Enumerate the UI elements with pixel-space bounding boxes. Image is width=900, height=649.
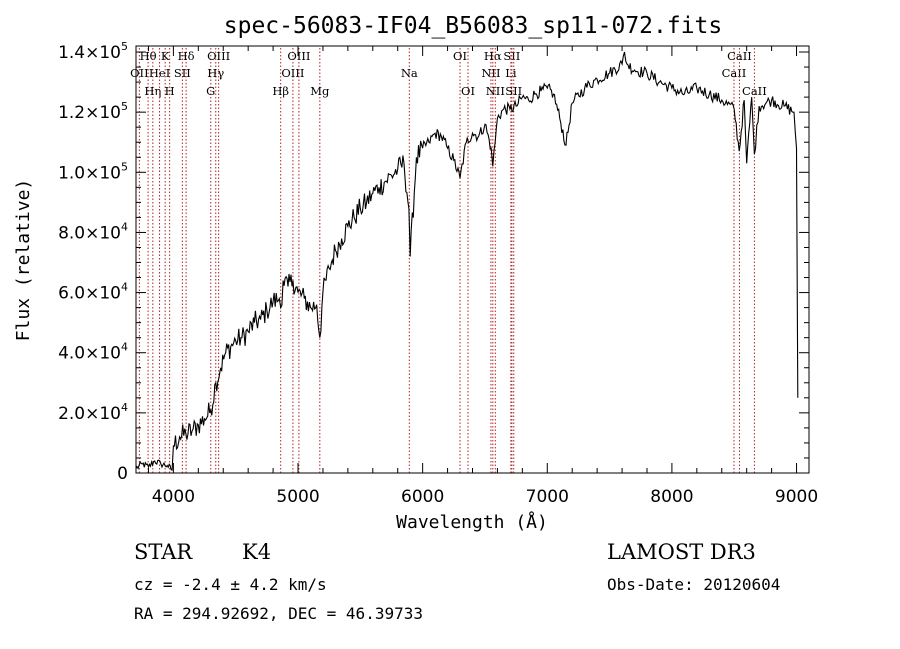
chart-title: spec-56083-IF04_B56083_sp11-072.fits [224,13,723,39]
line-label: OI [453,49,467,63]
y-tick-label: 0 [117,464,128,484]
y-axis: 02.0×1044.0×1046.0×1048.0×1041.0×1051.2×… [58,40,809,484]
x-axis-label: Wavelength (Å) [396,511,548,533]
line-label: NII [486,84,505,98]
y-tick-mantissa: 2.0×10 [58,404,121,424]
object-class: STAR [134,540,193,564]
sky-coordinates: RA = 294.92692, DEC = 46.39733 [134,604,423,623]
line-label: SII [503,49,520,63]
y-tick-label: 4.0×104 [58,341,128,364]
spectrum-line [135,51,799,471]
line-label: Hη [144,84,161,98]
y-tick-label: 8.0×104 [58,220,128,243]
y-tick-label: 1.2×105 [58,100,128,123]
line-label: SII [174,66,191,80]
x-tick-label: 4000 [152,487,195,507]
x-tick-label: 7000 [526,487,569,507]
line-label: CaII [722,66,747,80]
y-tick-mantissa: 1.4×10 [58,43,121,63]
x-tick-label: 5000 [276,487,319,507]
line-label: HeI [149,66,170,80]
y-tick-label: 6.0×104 [58,281,128,304]
line-label: SII [505,84,522,98]
emission-line-markers: OII Hθ Hη HeI K H SII Hδ G Hγ OIII Hβ OIII OIII Mg Na OI… [130,48,767,473]
x-tick-label: 6000 [401,487,444,507]
spectrum-layer [135,51,799,471]
y-tick-exponent: 4 [121,401,128,414]
redshift-velocity: cz = -2.4 ± 4.2 km/s [134,575,327,594]
observation-date: Obs-Date: 20120604 [607,575,781,594]
line-label: CaII [727,49,752,63]
y-tick-exponent: 4 [121,341,128,354]
line-label: Li [505,66,517,80]
line-label: CaII [742,84,767,98]
y-tick-mantissa: 1.2×10 [58,103,121,123]
line-label: Na [401,66,418,80]
y-tick-exponent: 4 [121,281,128,294]
y-tick-mantissa: 8.0×10 [58,223,121,243]
line-label: Mg [310,84,330,98]
line-label: OIII [287,49,310,63]
y-tick-label: 1.4×105 [58,40,128,63]
x-tick-label: 8000 [650,487,693,507]
x-axis: 4000 5000 6000 7000 8000 9000 [147,46,818,507]
y-tick-label: 1.0×105 [58,160,128,183]
y-axis-label: Flux (relative) [13,179,34,342]
y-tick-mantissa: 1.0×10 [58,163,121,183]
line-label: Hγ [207,66,224,80]
line-label: OIII [207,49,230,63]
line-label: OIII [281,66,304,80]
y-tick-exponent: 5 [121,100,128,113]
y-tick-mantissa: 0 [117,464,128,484]
plot-frame [135,45,810,474]
line-label: Hα [484,49,502,63]
x-tick-label: 9000 [775,487,818,507]
line-label: NII [481,66,500,80]
line-label: Hβ [272,84,289,98]
y-tick-exponent: 4 [121,220,128,233]
y-tick-mantissa: 4.0×10 [58,344,121,364]
object-subclass: K4 [242,540,272,564]
survey-name: LAMOST DR3 [607,540,756,564]
line-label: OII [130,66,149,80]
y-tick-label: 2.0×104 [58,401,128,424]
line-label: K [161,49,170,63]
line-label: Hδ [178,49,195,63]
y-tick-exponent: 5 [121,160,128,173]
line-label: OI [461,84,475,98]
line-label: Hθ [140,49,157,63]
line-label: G [206,84,215,98]
y-tick-mantissa: 6.0×10 [58,284,121,304]
line-label: H [165,84,175,98]
y-tick-exponent: 5 [121,40,128,53]
